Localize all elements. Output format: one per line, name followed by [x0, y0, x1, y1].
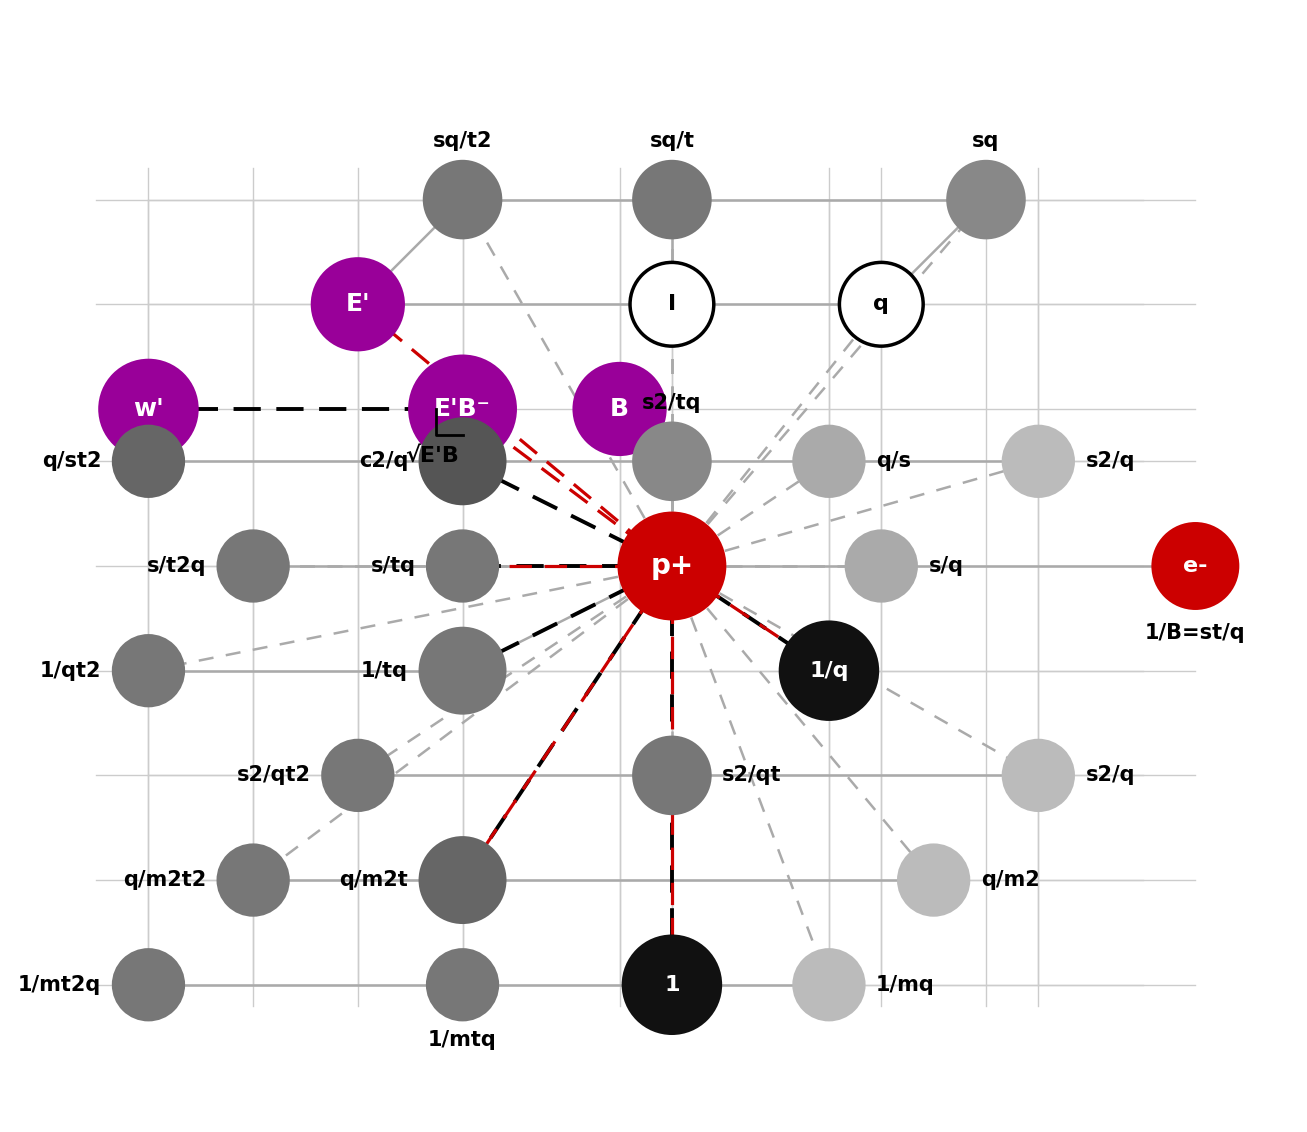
Text: sq: sq: [972, 131, 1000, 152]
Text: q/st2: q/st2: [42, 452, 102, 471]
Circle shape: [792, 424, 865, 498]
Text: √E'B: √E'B: [405, 446, 459, 466]
Text: E'B⁻: E'B⁻: [434, 397, 491, 421]
Circle shape: [426, 949, 499, 1021]
Circle shape: [408, 354, 518, 463]
Text: s2/qt: s2/qt: [723, 765, 782, 786]
Text: B: B: [610, 397, 629, 421]
Text: 1/B=st/q: 1/B=st/q: [1145, 623, 1246, 643]
Text: s/t2q: s/t2q: [146, 556, 207, 576]
Text: q/s: q/s: [876, 452, 911, 471]
Text: 1/mtq: 1/mtq: [429, 1030, 497, 1049]
Text: s2/q: s2/q: [1085, 452, 1134, 471]
Text: s2/tq: s2/tq: [642, 393, 702, 413]
Circle shape: [633, 736, 712, 815]
Circle shape: [1151, 522, 1239, 610]
Circle shape: [779, 620, 880, 721]
Circle shape: [792, 949, 865, 1021]
Text: 1/mq: 1/mq: [876, 975, 935, 995]
Text: q/m2: q/m2: [980, 871, 1039, 890]
Text: 1/tq: 1/tq: [361, 661, 408, 680]
Circle shape: [112, 424, 186, 498]
Text: q: q: [873, 294, 889, 315]
Circle shape: [572, 362, 667, 456]
Circle shape: [897, 843, 970, 917]
Text: s2/q: s2/q: [1085, 765, 1134, 786]
Text: 1/mt2q: 1/mt2q: [18, 975, 102, 995]
Text: q/m2t: q/m2t: [340, 871, 408, 890]
Circle shape: [1001, 739, 1074, 812]
Text: sq/t: sq/t: [650, 131, 694, 152]
Circle shape: [217, 843, 290, 917]
Text: p+: p+: [651, 552, 694, 580]
Text: q/m2t2: q/m2t2: [123, 871, 207, 890]
Text: s/q: s/q: [928, 556, 963, 576]
Circle shape: [839, 263, 923, 346]
Circle shape: [418, 418, 507, 505]
Text: E': E': [345, 292, 370, 316]
Circle shape: [112, 949, 186, 1021]
Circle shape: [622, 935, 723, 1035]
Text: e-: e-: [1183, 556, 1208, 576]
Circle shape: [112, 634, 186, 708]
Circle shape: [426, 530, 499, 602]
Circle shape: [422, 160, 502, 239]
Circle shape: [322, 739, 395, 812]
Circle shape: [311, 257, 405, 351]
Circle shape: [633, 421, 712, 501]
Text: w': w': [133, 397, 163, 421]
Text: 1/q: 1/q: [809, 661, 848, 680]
Circle shape: [946, 160, 1026, 239]
Text: sq/t2: sq/t2: [433, 131, 493, 152]
Text: s/tq: s/tq: [370, 556, 416, 576]
Circle shape: [617, 512, 727, 620]
Circle shape: [844, 530, 918, 602]
Circle shape: [630, 263, 714, 346]
Circle shape: [1001, 424, 1074, 498]
Circle shape: [418, 837, 507, 924]
Text: 1/qt2: 1/qt2: [39, 661, 102, 680]
Circle shape: [98, 359, 199, 460]
Text: I: I: [668, 294, 676, 315]
Circle shape: [633, 160, 712, 239]
Circle shape: [217, 530, 290, 602]
Text: 1: 1: [664, 975, 680, 995]
Text: c2/q: c2/q: [358, 452, 408, 471]
Text: s2/qt2: s2/qt2: [237, 765, 311, 786]
Circle shape: [418, 627, 507, 714]
